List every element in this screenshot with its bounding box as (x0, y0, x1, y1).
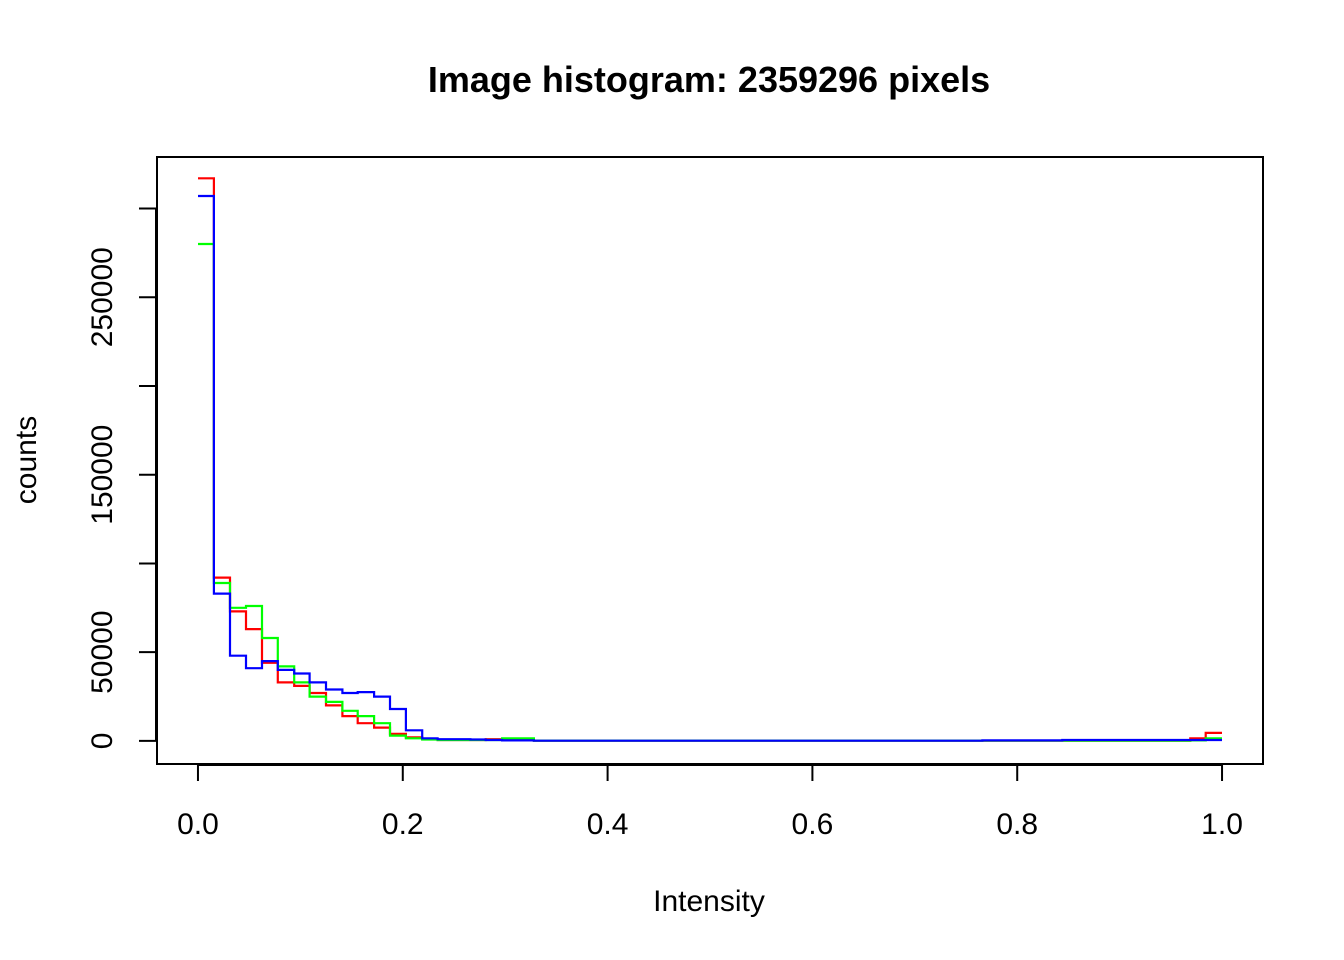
y-tick-label: 0 (86, 733, 119, 750)
y-tick-label: 50000 (86, 610, 119, 693)
chart-title: Image histogram: 2359296 pixels (428, 59, 990, 100)
x-tick-label: 0.4 (587, 808, 629, 841)
y-tick-label: 150000 (86, 425, 119, 525)
y-axis: 0 50000 150000 250000 (86, 207, 157, 750)
x-axis-label: Intensity (653, 885, 765, 918)
y-axis-label: counts (10, 416, 43, 504)
x-axis: 0.0 0.2 0.4 0.6 0.8 1.0 (177, 764, 1243, 841)
x-tick-label: 0.6 (792, 808, 834, 841)
series-layer (198, 177, 1222, 742)
plot-area-frame (156, 156, 1264, 765)
y-tick-label: 250000 (86, 247, 119, 347)
series-green-line (198, 242, 1222, 742)
x-tick-label: 0.2 (382, 808, 424, 841)
x-tick-label: 0.8 (996, 808, 1038, 841)
series-blue-line (198, 194, 1222, 742)
series-red-line (198, 177, 1222, 742)
x-tick-label: 1.0 (1201, 808, 1243, 841)
x-tick-label: 0.0 (177, 808, 219, 841)
